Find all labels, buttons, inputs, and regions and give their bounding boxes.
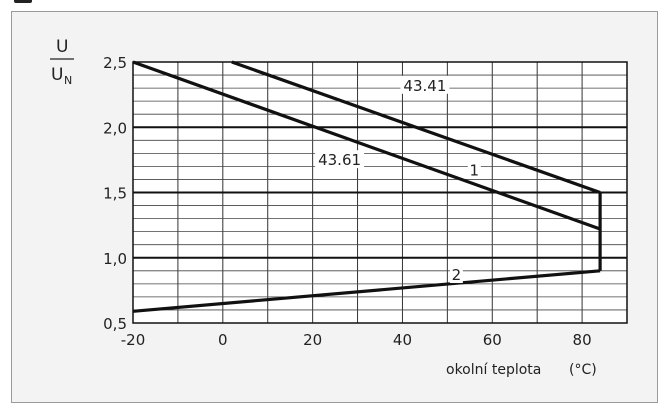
curve-annotation-label: 43.41	[403, 77, 446, 95]
annotation-layer: 43.41 43.61 1 2	[315, 75, 481, 284]
x-tick-label: 80	[573, 331, 592, 349]
curve-annotation-label: 43.61	[318, 151, 361, 169]
annotation-background	[449, 265, 463, 284]
x-tick-labels: -20 0 20 40 60 80	[121, 331, 592, 349]
x-tick-label: 20	[303, 331, 322, 349]
x-axis-title: okolní teplota	[446, 362, 541, 378]
ylabel-numerator: U	[56, 37, 68, 57]
top-strip	[0, 0, 663, 10]
y-tick-labels: 0,5 1,0 1,5 2,0 2,5	[103, 54, 127, 333]
series-line	[231, 60, 601, 195]
y-tick-label: 2,5	[103, 54, 127, 72]
annotation-background	[315, 150, 365, 169]
annotation-background	[400, 75, 450, 94]
annotation-background	[467, 160, 481, 179]
y-tick-label: 1,5	[103, 185, 127, 203]
clipped-heading-fragment	[14, 0, 32, 3]
x-tick-label: -20	[121, 331, 146, 349]
x-axis-unit: (°C)	[569, 362, 597, 378]
series-layer	[132, 60, 602, 313]
major-grid	[133, 126, 627, 259]
curve-annotation-label: 1	[470, 162, 480, 180]
x-tick-label: 0	[218, 331, 228, 349]
x-tick-label: 60	[483, 331, 502, 349]
ylabel-subscript: N	[64, 74, 72, 87]
plot-border	[132, 61, 628, 324]
curve-annotation-label: 2	[452, 266, 462, 284]
series-line	[132, 60, 601, 231]
y-tick-label: 2,0	[103, 119, 127, 137]
x-tick-label: 40	[393, 331, 412, 349]
series-line	[132, 269, 601, 313]
y-tick-label: 0,5	[103, 315, 127, 333]
y-tick-label: 1,0	[103, 250, 127, 268]
ylabel-denominator: U	[51, 65, 63, 85]
